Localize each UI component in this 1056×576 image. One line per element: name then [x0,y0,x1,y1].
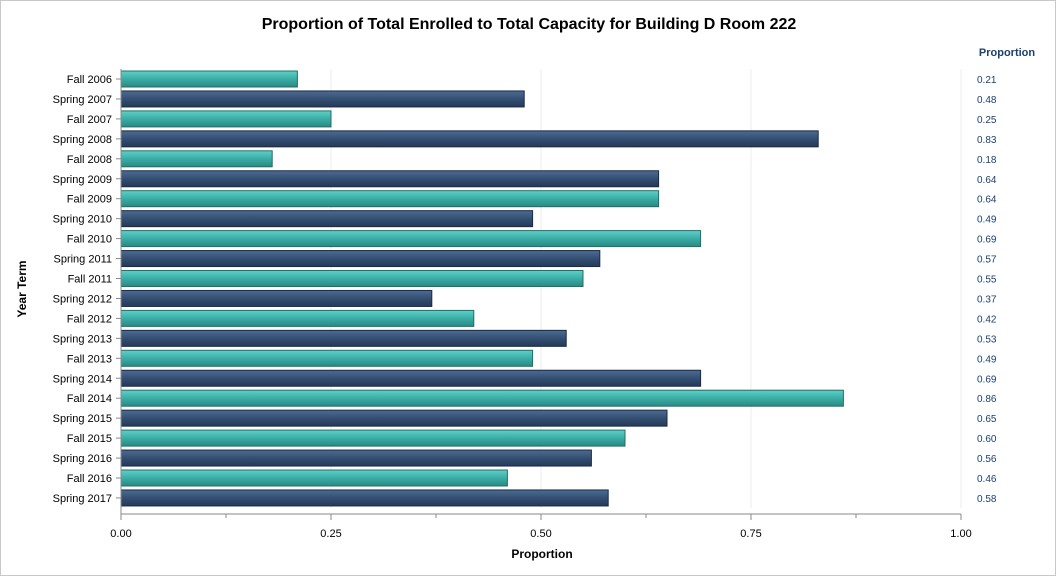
bar [120,190,660,208]
bar [120,329,567,347]
value-label: 0.65 [977,414,997,425]
x-axis-title: Proportion [511,547,572,561]
category-label: Spring 2014 [53,373,112,385]
value-label: 0.25 [977,115,997,126]
category-tick-labels: Fall 2006 Spring 2007 Fall 2007 Spring 2008… [53,74,121,505]
category-label: Fall 2012 [67,313,112,325]
category-label: Spring 2013 [53,333,112,345]
category-label: Fall 2013 [67,353,112,365]
bar [120,369,702,387]
value-label: 0.56 [977,454,997,465]
value-label: 0.42 [977,314,997,325]
y-axis-title: Year Term [15,260,29,317]
category-label: Spring 2008 [53,134,112,146]
bar [120,409,668,427]
category-label: Fall 2014 [67,393,112,405]
value-label: 0.53 [977,334,997,345]
x-tick-label: 0.00 [110,528,131,540]
category-label: Spring 2012 [53,293,112,305]
category-label: Spring 2010 [53,214,112,226]
value-label: 0.48 [977,95,997,106]
bar [120,130,819,148]
category-label: Spring 2015 [53,413,112,425]
bar [120,90,525,108]
bar [120,170,660,188]
bar [120,230,702,248]
x-tick-label: 0.50 [530,528,551,540]
bar [120,210,534,228]
category-label: Fall 2015 [67,433,112,445]
category-label: Fall 2009 [67,194,112,206]
category-label: Fall 2008 [67,154,112,166]
value-label: 0.57 [977,255,997,266]
category-label: Fall 2007 [67,114,112,126]
value-label: 0.69 [977,235,997,246]
value-label: 0.60 [977,434,997,445]
value-label: 0.64 [977,175,997,186]
category-label: Fall 2011 [68,274,112,286]
value-label: 0.86 [977,394,997,405]
x-tick-label: 0.25 [320,528,341,540]
category-label: Spring 2007 [53,94,112,106]
bar [120,449,592,467]
bar [120,489,609,507]
category-label: Fall 2016 [67,473,112,485]
x-axis: 0.00 0.25 0.50 0.75 1.00 [110,69,972,540]
bar [120,309,475,327]
value-label: 0.69 [977,374,997,385]
category-label: Fall 2010 [67,234,112,246]
value-label: 0.18 [977,155,997,166]
category-label: Fall 2006 [67,74,112,86]
category-label: Spring 2009 [53,174,112,186]
chart-title: Proportion of Total Enrolled to Total Ca… [262,16,797,33]
bar [120,389,844,407]
value-label: 0.46 [977,474,997,485]
value-label: 0.83 [977,135,997,146]
bar [120,70,298,88]
bar [120,289,433,307]
category-label: Spring 2011 [53,254,112,266]
bar [120,469,508,487]
value-label: 0.58 [977,494,997,505]
bar [120,270,584,287]
bar [120,150,273,168]
value-labels: 0.21 0.48 0.25 0.83 0.18 0.64 0.64 0.49 0.69 0.57… [977,75,997,505]
bar [120,429,626,447]
x-tick-label: 0.75 [740,528,761,540]
value-label: 0.64 [977,195,997,206]
x-tick-label: 1.00 [950,528,971,540]
value-column-header: Proportion [979,47,1035,59]
bar [120,110,332,128]
bars [120,70,844,507]
bar [120,349,534,367]
value-label: 0.49 [977,354,997,365]
bar [120,250,601,268]
value-label: 0.55 [977,275,997,286]
category-label: Spring 2016 [53,453,112,465]
value-label: 0.21 [977,75,997,86]
category-label: Spring 2017 [53,493,112,505]
value-label: 0.37 [977,294,997,305]
value-label: 0.49 [977,215,997,226]
